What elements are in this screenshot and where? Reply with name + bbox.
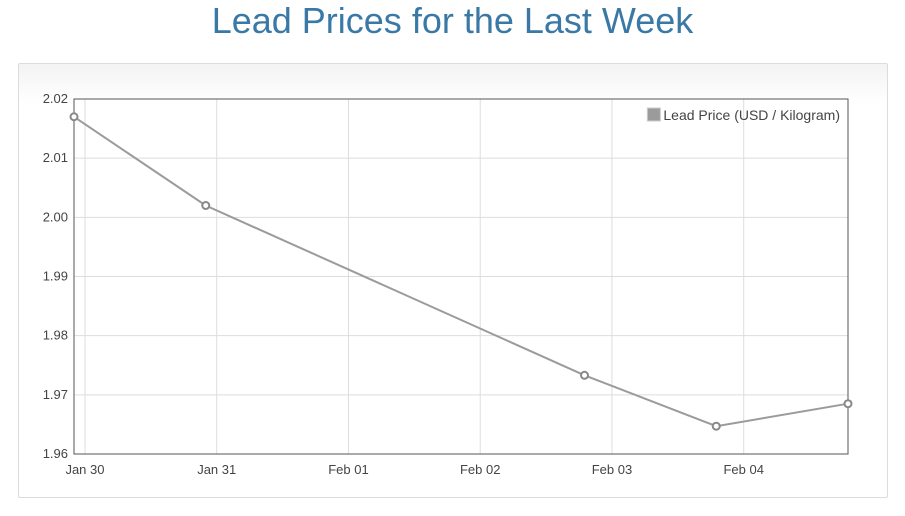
legend-swatch: [646, 107, 661, 122]
y-tick-label: 2.01: [43, 150, 68, 165]
page-title: Lead Prices for the Last Week: [211, 0, 694, 41]
y-tick-label: 1.99: [43, 269, 68, 284]
data-point: [69, 112, 79, 122]
plot-border: [73, 98, 849, 455]
x-tick-label: Jan 31: [197, 462, 236, 477]
data-point: [580, 370, 590, 380]
x-tick-label: Jan 30: [65, 462, 104, 477]
data-point: [843, 399, 853, 409]
data-point: [201, 201, 211, 210]
y-tick-label: 1.97: [43, 387, 68, 402]
x-tick-label: Feb 04: [723, 462, 763, 477]
x-tick-label: Feb 02: [460, 462, 500, 477]
y-tick-label: 1.98: [43, 328, 68, 343]
data-point: [711, 421, 721, 431]
y-tick-label: 2.00: [43, 209, 68, 224]
x-tick-label: Feb 01: [328, 462, 368, 477]
chart-panel: 2.02 2.01 2.00 1.99 1.98 1.97 1.96 Jan 30 Jan 31…: [18, 63, 888, 498]
y-tick-label: 2.02: [43, 91, 68, 106]
x-tick-label: Feb 03: [592, 462, 632, 477]
y-tick-label: 1.96: [43, 446, 68, 461]
legend-label: Lead Price (USD / Kilogram): [663, 107, 840, 123]
